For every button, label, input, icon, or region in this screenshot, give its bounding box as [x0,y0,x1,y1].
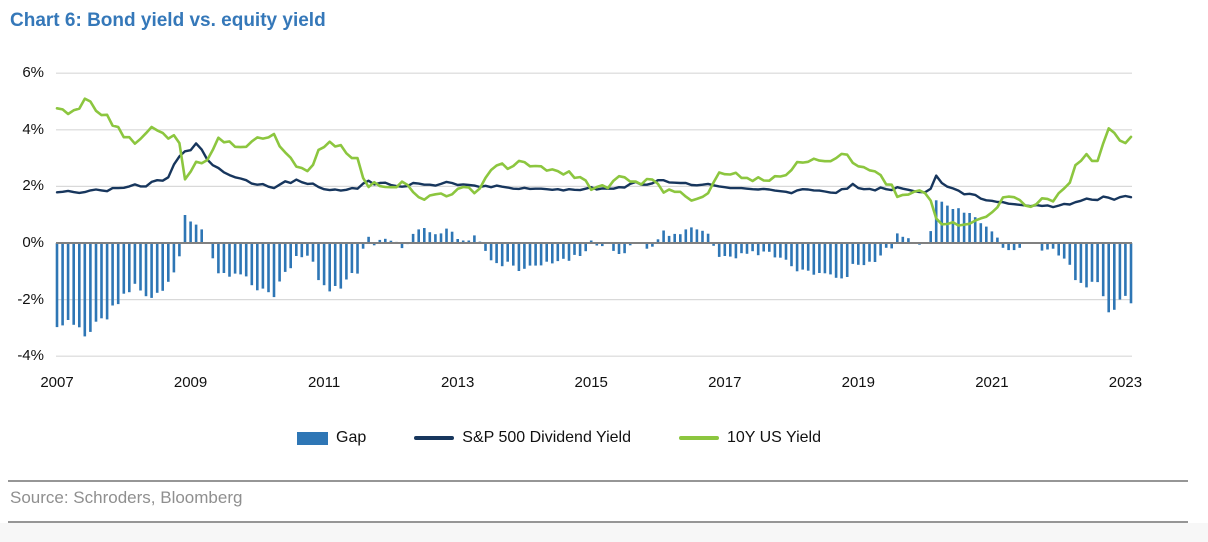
x-tick-label: 2019 [841,374,875,391]
legend-item: Gap [297,429,366,447]
plot-svg [55,72,1133,357]
dividend-yield-line [55,142,1133,209]
y-tick-label: 4% [22,120,44,138]
y-tick-label: -2% [17,290,44,308]
legend-label: S&P 500 Dividend Yield [462,429,631,446]
x-tick-label: 2015 [574,374,608,391]
treasury-yield-line [55,97,1133,227]
legend-line-swatch [414,436,455,440]
source-text: Source: Schroders, Bloomberg [10,488,243,507]
y-tick-label: 0% [22,234,44,251]
legend-bar-swatch [297,431,329,445]
y-tick-label: 6% [22,64,44,82]
x-tick-label: 2023 [1108,374,1143,391]
legend-item: S&P 500 Dividend Yield [414,429,631,447]
chart-plot [0,60,1208,372]
divider-top [8,480,1188,482]
legend: Gap S&P 500 Dividend Yield 10Y US Yield [0,429,1163,447]
footer-strip [0,523,1208,542]
y-tick-label: 2% [22,177,44,195]
x-tick-label: 2013 [440,374,475,391]
legend-label: Gap [336,429,367,446]
x-tick-label: 2021 [975,374,1009,391]
x-tick-label: 2007 [40,374,74,391]
legend-label: 10Y US Yield [726,429,821,446]
divider-bottom [8,521,1188,523]
x-tick-label: 2011 [307,374,341,391]
y-tick-label: -4% [17,347,44,365]
gap-bars [55,200,1133,337]
x-tick-label: 2009 [173,374,208,391]
legend-line-swatch [678,436,719,440]
x-tick-label: 2017 [708,374,742,391]
legend-item: 10Y US Yield [678,429,821,447]
chart-title: Chart 6: Bond yield vs. equity yield [10,10,326,31]
